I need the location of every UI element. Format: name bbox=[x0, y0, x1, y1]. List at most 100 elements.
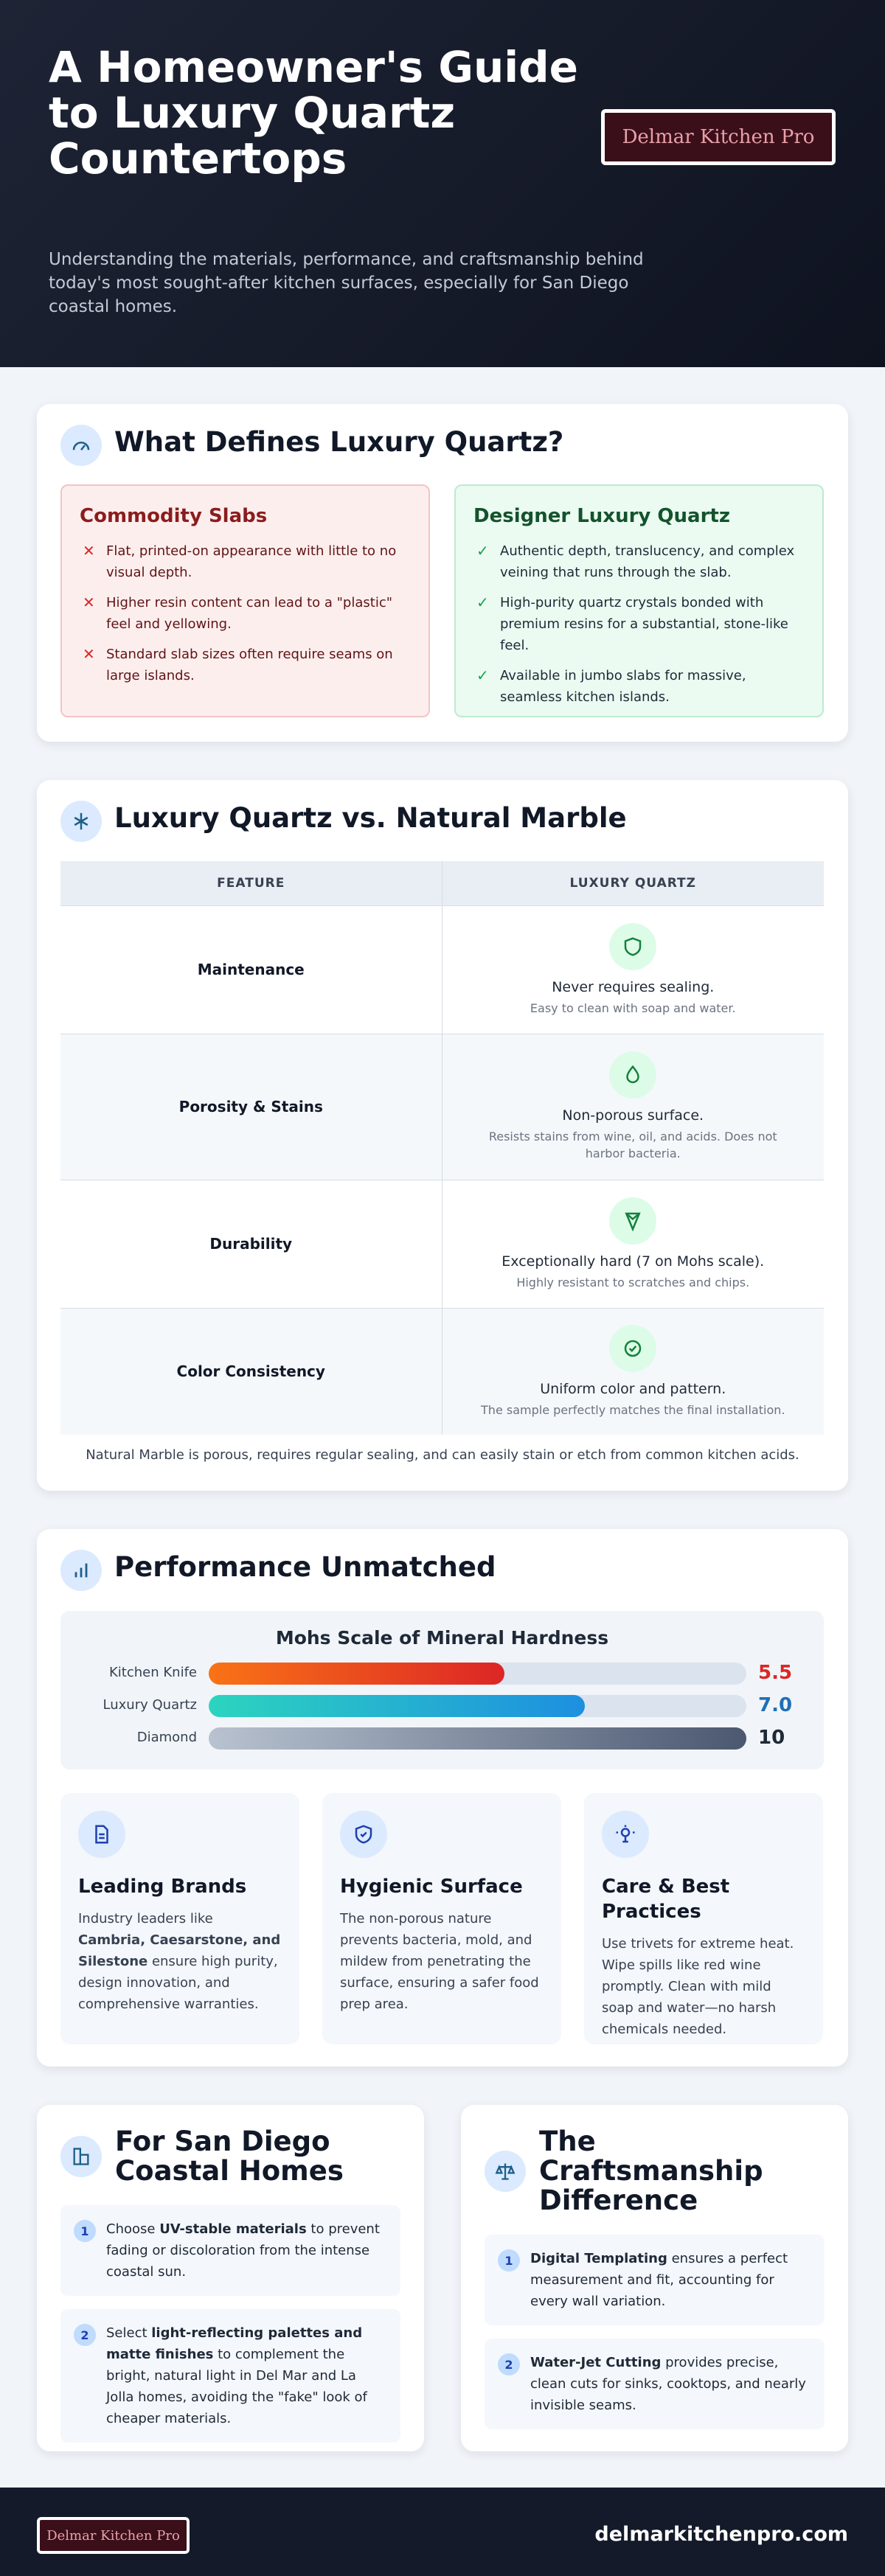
item-text: Higher resin content can lead to a "plas… bbox=[106, 595, 392, 632]
bar-track bbox=[209, 1695, 746, 1717]
icon bbox=[60, 801, 102, 842]
icon bbox=[60, 1550, 102, 1591]
bar bbox=[209, 1663, 504, 1685]
subtitle: Understanding the materials, performance… bbox=[49, 250, 644, 316]
item-text: Authentic depth, translucency, and compl… bbox=[500, 543, 795, 580]
bar-track bbox=[209, 1727, 746, 1750]
craft-card: The Craftsmanship Difference 1 Digital Te… bbox=[461, 2105, 848, 2451]
container: The Craftsmanship Difference bbox=[485, 2127, 825, 2215]
title: A Homeowner's Guide to Luxury Quartz Cou… bbox=[49, 42, 579, 184]
icon-glyph bbox=[625, 1340, 642, 1357]
container: FEATURE LUXURY QUARTZ bbox=[60, 861, 824, 905]
container: Maintenance Never requires sealing. Easy t… bbox=[60, 905, 824, 1435]
text: Select bbox=[106, 2325, 152, 2341]
icon-shape bbox=[74, 812, 88, 830]
bold-text: UV-stable materials bbox=[159, 2221, 307, 2237]
card-body: The non-porous nature prevents bacteria,… bbox=[340, 1908, 544, 2015]
row-title: Never requires sealing. bbox=[552, 978, 715, 995]
list-item: ✕ Standard slab sizes often require seams… bbox=[80, 644, 411, 686]
icon-shape bbox=[72, 442, 90, 450]
icon-shape bbox=[95, 1825, 108, 1844]
mohs-chart: Mohs Scale of Mineral Hardness Kitchen K… bbox=[60, 1611, 824, 1769]
step: 2 Water-Jet Cutting provides precise, cle… bbox=[485, 2339, 825, 2429]
icon-shape bbox=[625, 1212, 641, 1232]
item-text: Standard slab sizes often require seams … bbox=[106, 647, 393, 683]
card-title: Leading Brands bbox=[78, 1876, 247, 1898]
footer: Delmar Kitchen Pro delmarkitchenpro.com bbox=[0, 2488, 885, 2576]
performance-card: Performance Unmatched Mohs Scale of Mine… bbox=[37, 1529, 848, 2067]
bar-label: Kitchen Knife bbox=[109, 1665, 197, 1680]
step-number: 2 bbox=[498, 2353, 520, 2375]
value-label: 5.5 bbox=[758, 1662, 793, 1684]
container bbox=[74, 1563, 88, 1578]
icon-shape bbox=[99, 1833, 105, 1839]
header: A Homeowner's Guide to Luxury Quartz Cou… bbox=[0, 0, 885, 367]
icon-glyph bbox=[625, 936, 642, 956]
icon bbox=[60, 425, 102, 466]
icon-circle bbox=[609, 922, 657, 970]
bold-text: Water-Jet Cutting bbox=[530, 2355, 662, 2370]
step-text: Water-Jet Cutting provides precise, clea… bbox=[530, 2352, 810, 2416]
icon-shape bbox=[625, 936, 642, 956]
footer-logo[interactable]: Delmar Kitchen Pro bbox=[37, 2517, 190, 2554]
item-text: High-purity quartz crystals bonded with … bbox=[500, 595, 788, 653]
icon-shape bbox=[355, 1825, 372, 1844]
bar bbox=[209, 1695, 586, 1717]
row-note: Resists stains from wine, oil, and acids… bbox=[488, 1129, 777, 1160]
icon-shape bbox=[360, 1831, 367, 1838]
bullet-icon: ✓ bbox=[476, 593, 489, 611]
text: provides precise, clean cuts for sinks, … bbox=[530, 2355, 806, 2413]
list-item: ✓ Authentic depth, translucency, and comp… bbox=[473, 540, 805, 583]
step-number: 1 bbox=[498, 2249, 520, 2272]
list-item: ✓ Available in jumbo slabs for massive, s… bbox=[473, 665, 805, 708]
heading: Luxury Quartz vs. Natural Marble bbox=[114, 802, 627, 834]
definition-card: What Defines Luxury Quartz? Commodity Sl… bbox=[37, 404, 848, 742]
quartz-cell: Uniform color and pattern. The sample per… bbox=[442, 1307, 824, 1435]
icon-shape bbox=[625, 1212, 640, 1220]
table-row: Durability Exceptionally hard (7 on Mohs … bbox=[60, 1179, 824, 1308]
step-text: Choose UV-stable materials to prevent fa… bbox=[106, 2218, 386, 2283]
feature-cell: Color Consistency bbox=[60, 1307, 442, 1435]
icon-shape bbox=[80, 2154, 89, 2165]
bullet-icon: ✓ bbox=[476, 542, 489, 560]
bold-text: Cambria, Caesarstone, and Silestone bbox=[78, 1932, 281, 1969]
step-text: Select light-reflecting palettes and mat… bbox=[106, 2322, 386, 2429]
feature-card: Leading Brands Industry leaders like Camb… bbox=[60, 1793, 299, 2044]
icon-glyph bbox=[95, 1825, 108, 1844]
card-body: Industry leaders like Cambria, Caesarsto… bbox=[78, 1908, 282, 2015]
heading: Performance Unmatched bbox=[114, 1551, 496, 1583]
heading: For San Diego Coastal Homes bbox=[115, 2126, 344, 2187]
comparison-table: FEATURE LUXURY QUARTZ Maintenance Never re… bbox=[60, 861, 824, 1435]
domain[interactable]: delmarkitchenpro.com bbox=[594, 2523, 848, 2546]
bar bbox=[209, 1727, 746, 1750]
bar-label: Diamond bbox=[136, 1730, 197, 1745]
bullet-icon: ✕ bbox=[83, 645, 95, 663]
logo[interactable]: Delmar Kitchen Pro bbox=[601, 109, 836, 165]
quartz-cell: Never requires sealing. Easy to clean wit… bbox=[442, 905, 824, 1034]
chart-title: Mohs Scale of Mineral Hardness bbox=[275, 1627, 609, 1649]
container bbox=[72, 442, 90, 451]
icon bbox=[485, 2151, 526, 2192]
list-item: ✕ Flat, printed-on appearance with little… bbox=[80, 540, 411, 583]
icon-circle bbox=[609, 1051, 657, 1099]
table-row: Maintenance Never requires sealing. Easy t… bbox=[60, 905, 824, 1034]
icon-glyph bbox=[355, 1825, 372, 1844]
text: Choose bbox=[106, 2221, 160, 2237]
table-row: Color Consistency Uniform color and patte… bbox=[60, 1307, 824, 1435]
bold-text: light-reflecting palettes and matte fini… bbox=[106, 2325, 363, 2362]
step: 2 Select light-reflecting palettes and ma… bbox=[60, 2309, 400, 2443]
item-text: Flat, printed-on appearance with little … bbox=[106, 543, 397, 580]
bar-track bbox=[209, 1663, 746, 1685]
icon-circle bbox=[609, 1324, 657, 1372]
box-title: Commodity Slabs bbox=[80, 505, 268, 527]
icon-shape bbox=[620, 1828, 631, 1837]
row-note: Highly resistant to scratches and chips. bbox=[516, 1275, 750, 1289]
step: 1 Digital Templating ensures a perfect me… bbox=[485, 2235, 825, 2325]
feature-card: Care & Best Practices Use trivets for ext… bbox=[584, 1793, 823, 2044]
bold-text: Digital Templating bbox=[530, 2251, 667, 2266]
bar-label: Luxury Quartz bbox=[103, 1697, 197, 1713]
icon-shape bbox=[616, 1825, 635, 1843]
container: ✕ Flat, printed-on appearance with little… bbox=[80, 540, 411, 686]
feature-card: Hygienic Surface The non-porous nature pr… bbox=[322, 1793, 561, 2044]
